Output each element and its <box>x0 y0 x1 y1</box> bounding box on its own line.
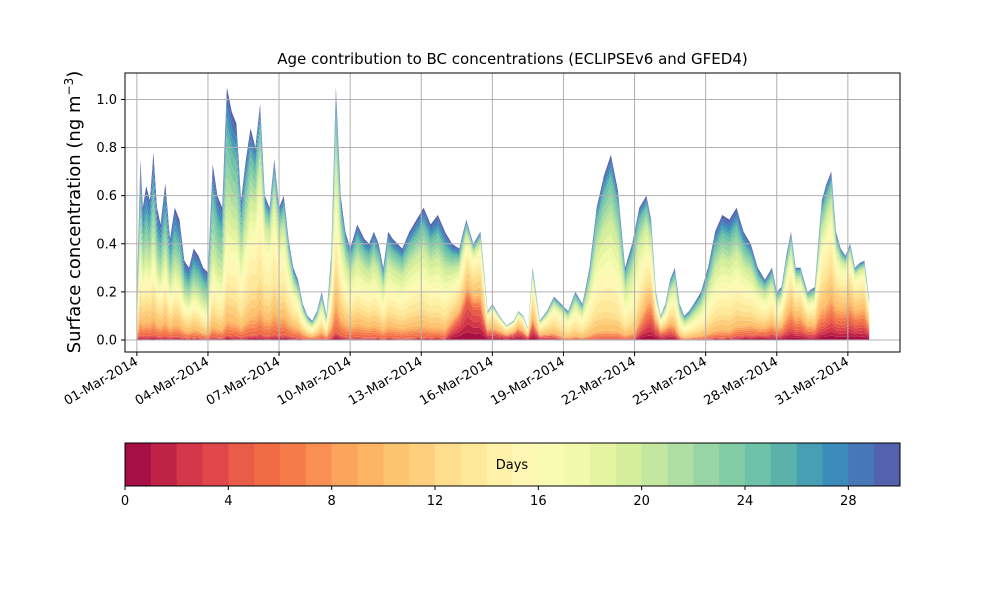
colorbar-tick-label: 16 <box>530 494 547 509</box>
x-tick-label: 31-Mar-2014 <box>773 354 852 408</box>
colorbar-bin-23 <box>719 443 746 486</box>
colorbar-bin-5 <box>254 443 281 486</box>
colorbar: 0 4 8 12 16 20 24 28 <box>121 442 901 509</box>
x-tick-label: 28-Mar-2014 <box>702 354 781 408</box>
age-layer-10-11-days <box>136 279 870 338</box>
y-axis-label-superscript: −3 <box>62 78 76 96</box>
colorbar-bin-27 <box>822 443 849 486</box>
plot-area: 0.0 0.2 0.4 0.6 0.8 1.0 01-Mar-201404-Mar-2014… <box>62 72 901 409</box>
plot-frame <box>124 72 901 353</box>
colorbar-tick-label: 4 <box>224 494 232 509</box>
chart-title: Age contribution to BC concentrations (E… <box>277 50 748 68</box>
x-tick-label: 07-Mar-2014 <box>204 354 283 408</box>
colorbar-bin-25 <box>770 443 798 486</box>
x-tick-label: 04-Mar-2014 <box>133 354 212 408</box>
colorbar-bin-3 <box>202 443 229 486</box>
colorbar-bin-18 <box>590 443 617 486</box>
colorbar-bin-0 <box>125 443 152 486</box>
colorbar-bin-12 <box>435 443 462 486</box>
colorbar-tick-label: 24 <box>737 494 754 509</box>
y-tick-label: 1.0 <box>96 93 117 108</box>
colorbar-bin-26 <box>796 443 823 486</box>
colorbar-tick-label: 8 <box>328 494 336 509</box>
colorbar-bin-2 <box>176 443 203 486</box>
age-layer-0-1-days <box>136 332 870 340</box>
colorbar-bin-6 <box>280 443 307 486</box>
y-axis-label-close: ) <box>64 71 85 78</box>
colorbar-bin-14 <box>486 443 513 486</box>
x-tick-label: 25-Mar-2014 <box>631 354 710 408</box>
y-tick-label: 0.4 <box>96 237 117 252</box>
y-axis-label-main: Surface concentration (ng m <box>64 95 85 353</box>
colorbar-bin-11 <box>409 443 436 486</box>
age-layer-6-7-days <box>136 294 870 339</box>
colorbar-bin-19 <box>615 443 643 486</box>
colorbar-bin-15 <box>512 443 539 486</box>
x-tick-label: 13-Mar-2014 <box>346 354 425 408</box>
colorbar-bin-13 <box>460 443 488 486</box>
age-layer-12-13-days <box>136 260 870 336</box>
colorbar-bin-1 <box>150 443 178 486</box>
colorbar-frame <box>124 442 901 487</box>
x-tick-label: 22-Mar-2014 <box>559 354 638 408</box>
age-layer-13-14-days <box>136 246 870 334</box>
age-layer-11-12-days <box>136 273 870 337</box>
colorbar-tick-label: 20 <box>633 494 650 509</box>
age-layer-7-8-days <box>136 291 870 339</box>
colorbar-bin-22 <box>693 443 720 486</box>
x-tick-label: 01-Mar-2014 <box>62 354 141 408</box>
colorbar-bin-8 <box>331 443 358 486</box>
colorbar-bin-29 <box>874 443 901 486</box>
colorbar-bin-21 <box>667 443 694 486</box>
colorbar-bin-24 <box>745 443 772 486</box>
colorbar-bin-28 <box>848 443 875 486</box>
colorbar-bin-7 <box>305 443 333 486</box>
colorbar-bin-16 <box>538 443 565 486</box>
y-tick-label: 0.0 <box>96 333 117 348</box>
colorbar-bin-9 <box>357 443 384 486</box>
colorbar-bin-10 <box>383 443 410 486</box>
colorbar-tick-label: 28 <box>840 494 857 509</box>
y-axis-label: Surface concentration (ng m−3) <box>62 71 85 354</box>
colorbar-bin-20 <box>641 443 668 486</box>
colorbar-tick-label: 12 <box>427 494 444 509</box>
colorbar-tick-label: 0 <box>121 494 129 509</box>
y-tick-label: 0.8 <box>96 141 117 156</box>
x-tick-label: 19-Mar-2014 <box>488 354 567 408</box>
y-tick-label: 0.2 <box>96 285 117 300</box>
x-tick-label: 10-Mar-2014 <box>275 354 354 408</box>
colorbar-bin-4 <box>228 443 255 486</box>
y-tick-label: 0.6 <box>96 189 117 204</box>
colorbar-label: Days <box>496 458 529 473</box>
x-tick-label: 16-Mar-2014 <box>417 354 496 408</box>
colorbar-bin-17 <box>564 443 591 486</box>
